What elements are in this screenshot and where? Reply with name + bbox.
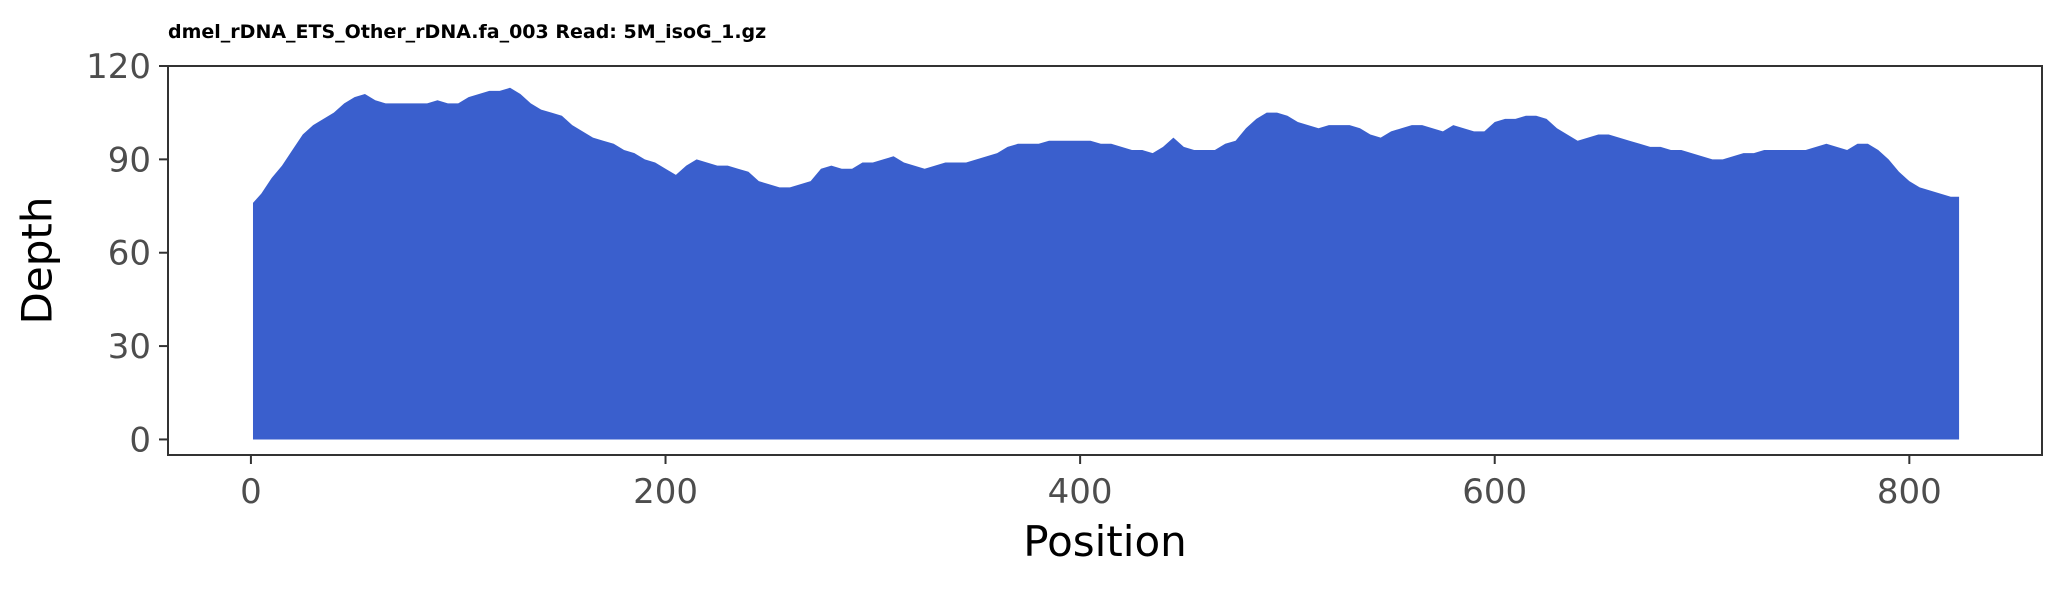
y-axis: 0 30 60 90 120 bbox=[86, 47, 168, 460]
plot-area bbox=[252, 87, 1960, 440]
y-tick-label: 120 bbox=[86, 47, 151, 87]
y-axis-label: Depth bbox=[13, 197, 62, 325]
x-tick-label: 600 bbox=[1462, 472, 1527, 512]
x-tick-label: 0 bbox=[240, 472, 262, 512]
x-axis-label: Position bbox=[1023, 517, 1187, 566]
y-tick-label: 90 bbox=[108, 140, 151, 180]
y-tick-label: 0 bbox=[129, 420, 151, 460]
x-tick-label: 800 bbox=[1877, 472, 1942, 512]
y-tick-label: 60 bbox=[108, 234, 151, 274]
chart-title: dmel_rDNA_ETS_Other_rDNA.fa_003 Read: 5M… bbox=[168, 21, 766, 43]
panel-border bbox=[167, 65, 2043, 456]
depth-area-series-0 bbox=[252, 87, 1960, 440]
y-tick-label: 30 bbox=[108, 327, 151, 367]
x-tick-label: 400 bbox=[1048, 472, 1113, 512]
x-tick-label: 200 bbox=[633, 472, 698, 512]
x-axis: 0 200 400 600 800 bbox=[240, 455, 1942, 512]
